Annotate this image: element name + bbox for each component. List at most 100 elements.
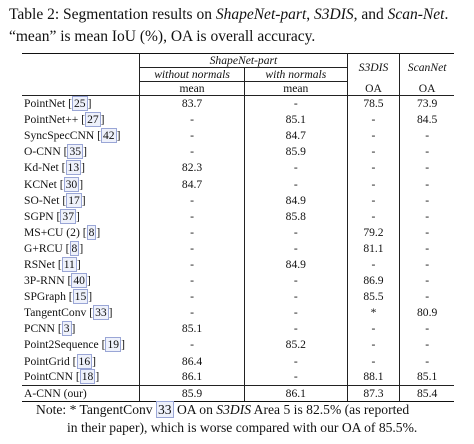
cell-with-normals: - [244, 224, 348, 241]
row-method: PointNet++ [27] [22, 111, 141, 128]
header-scannet: ScanNet [399, 53, 454, 82]
row-method: MS+CU (2) [8] [22, 224, 141, 241]
row-method: PointCNN [18] [22, 369, 141, 386]
table-row: PCNN [3] 85.1- - - [22, 320, 454, 337]
caption-rest: . “mean” is mean IoU (%), OA is overall … [9, 6, 449, 45]
citation-link[interactable]: 16 [76, 353, 93, 369]
table-row: PointNet++ [27] -85.1-84.5 [22, 111, 454, 128]
row-method: SO-Net [17] [22, 192, 141, 209]
method-name: PointCNN [24, 370, 73, 384]
cell-s3dis: * [347, 304, 401, 321]
cell-scannet: - [425, 209, 430, 223]
row-method: PointNet [25] [22, 95, 141, 112]
cell-with-normals: 85.2 [244, 336, 348, 353]
citation-link[interactable]: 27 [85, 112, 101, 128]
cell-s3dis: - [347, 111, 401, 128]
row-method: PCNN [3] [22, 320, 141, 337]
header-metric-oa: OA [399, 81, 454, 96]
cell-s3dis: 78.5 [347, 95, 401, 112]
cell-with-normals: - [244, 95, 348, 112]
method-name: RSNet [24, 257, 55, 271]
cell-with-normals: 85.8 [244, 208, 348, 225]
header-with-normals: with normals [244, 67, 348, 82]
table-row: TangentConv [33] - - * 80.9 [22, 304, 454, 321]
cell-with-normals: - [244, 159, 348, 176]
cell-with-normals: 84.7 [244, 127, 348, 144]
table-row: PointNet [25] 83.7-78.5 73.9 [22, 95, 454, 112]
cell-without-normals: - [139, 143, 245, 160]
cell-scannet: 84.5 [416, 113, 438, 127]
row-method: KCNet [30] [22, 175, 141, 193]
caption-dataset-s3dis: S3DIS [314, 6, 354, 23]
citation-link[interactable]: 11 [61, 256, 77, 272]
citation-link[interactable]: 42 [100, 128, 117, 144]
citation-link[interactable]: 35 [67, 144, 84, 160]
header-empty [22, 53, 141, 68]
row-method: O-CNN [35] [22, 143, 141, 160]
citation-link[interactable]: 40 [71, 273, 87, 289]
cell-with-normals: 85.9 [244, 143, 348, 160]
method-name: SPGraph [24, 290, 66, 304]
table-row-ours: A-CNN (our) 85.9 86.1 87.3 85.4 [22, 384, 454, 402]
citation-link[interactable]: 19 [105, 337, 122, 353]
header-empty [22, 81, 141, 96]
table-row: PointGrid [16] 86.4- - - [22, 353, 454, 370]
cell-without-normals: - [139, 304, 245, 321]
citation-link[interactable]: 18 [79, 369, 96, 385]
method-name: PointGrid [24, 354, 70, 368]
cell-without-normals: - [139, 336, 245, 353]
method-name: TangentConv [24, 306, 87, 320]
caption-sep: , and [353, 6, 388, 23]
header-empty [22, 67, 141, 82]
table-note: Note: * TangentConv 33 OA on S3DIS Area … [36, 401, 468, 437]
cell-s3dis: - [347, 127, 401, 144]
cell-with-normals: 84.9 [244, 192, 348, 209]
note-text: Area 5 is 82.5% (as reported [251, 402, 410, 417]
table-row: Kd-Net [13] 82.3- - - [22, 159, 454, 176]
row-method: TangentConv [33] [22, 304, 141, 321]
cell-scannet: - [425, 257, 430, 271]
citation-link[interactable]: 17 [66, 192, 82, 208]
citation-link[interactable]: 33 [93, 305, 109, 321]
cell-s3dis: 87.3 [347, 384, 401, 402]
cell-scannet: - [425, 145, 430, 159]
citation-link[interactable]: 8 [86, 224, 97, 240]
cell-with-normals: - [244, 304, 348, 321]
table-row: 3P-RNN [40] - -86.9- [22, 272, 454, 289]
cell-with-normals: 86.1 [244, 384, 348, 402]
citation-link[interactable]: 25 [72, 96, 88, 112]
cell-s3dis: - [347, 320, 401, 337]
header-row-datasets: ShapeNet-part S3DIS ScanNet [22, 53, 454, 82]
method-name: G+RCU [24, 241, 63, 255]
citation-link[interactable]: 37 [60, 208, 77, 224]
cell-without-normals: 84.7 [139, 175, 245, 193]
cell-scannet: - [425, 290, 430, 304]
cell-s3dis: 85.5 [347, 288, 401, 305]
citation-link[interactable]: 15 [72, 289, 89, 305]
cell-scannet: - [425, 274, 430, 288]
cell-without-normals: 86.4 [139, 353, 245, 370]
cell-with-normals: - [244, 369, 348, 386]
citation-link[interactable]: 30 [63, 176, 80, 192]
row-method: PointGrid [16] [22, 353, 141, 370]
table-row: MS+CU (2) [8] - -79.2- [22, 224, 454, 241]
table-row: Point2Sequence [19] -85.2- - [22, 336, 454, 353]
cell-s3dis: 86.9 [347, 272, 401, 289]
citation-link[interactable]: 3 [61, 321, 72, 337]
cell-s3dis: - [347, 192, 401, 209]
row-method: 3P-RNN [40] [22, 272, 141, 289]
table-body: PointNet [25] 83.7-78.5 73.9 PointNet++ [27… [22, 95, 454, 386]
table-row: SyncSpecCNN [42] -84.7- - [22, 127, 454, 144]
cell-scannet: - [425, 338, 430, 352]
citation-link[interactable]: 33 [156, 401, 174, 418]
cell-s3dis: - [347, 175, 401, 193]
cell-s3dis: - [347, 256, 401, 273]
citation-link[interactable]: 8 [69, 240, 80, 256]
row-method: RSNet [11] [22, 256, 141, 273]
cell-s3dis: - [347, 143, 401, 160]
cell-scannet: 73.9 [416, 97, 438, 111]
cell-without-normals: - [139, 208, 245, 225]
cell-scannet: - [425, 322, 430, 336]
citation-link[interactable]: 13 [65, 160, 82, 176]
note-line-2: in their paper), which is worse compared… [67, 420, 418, 435]
